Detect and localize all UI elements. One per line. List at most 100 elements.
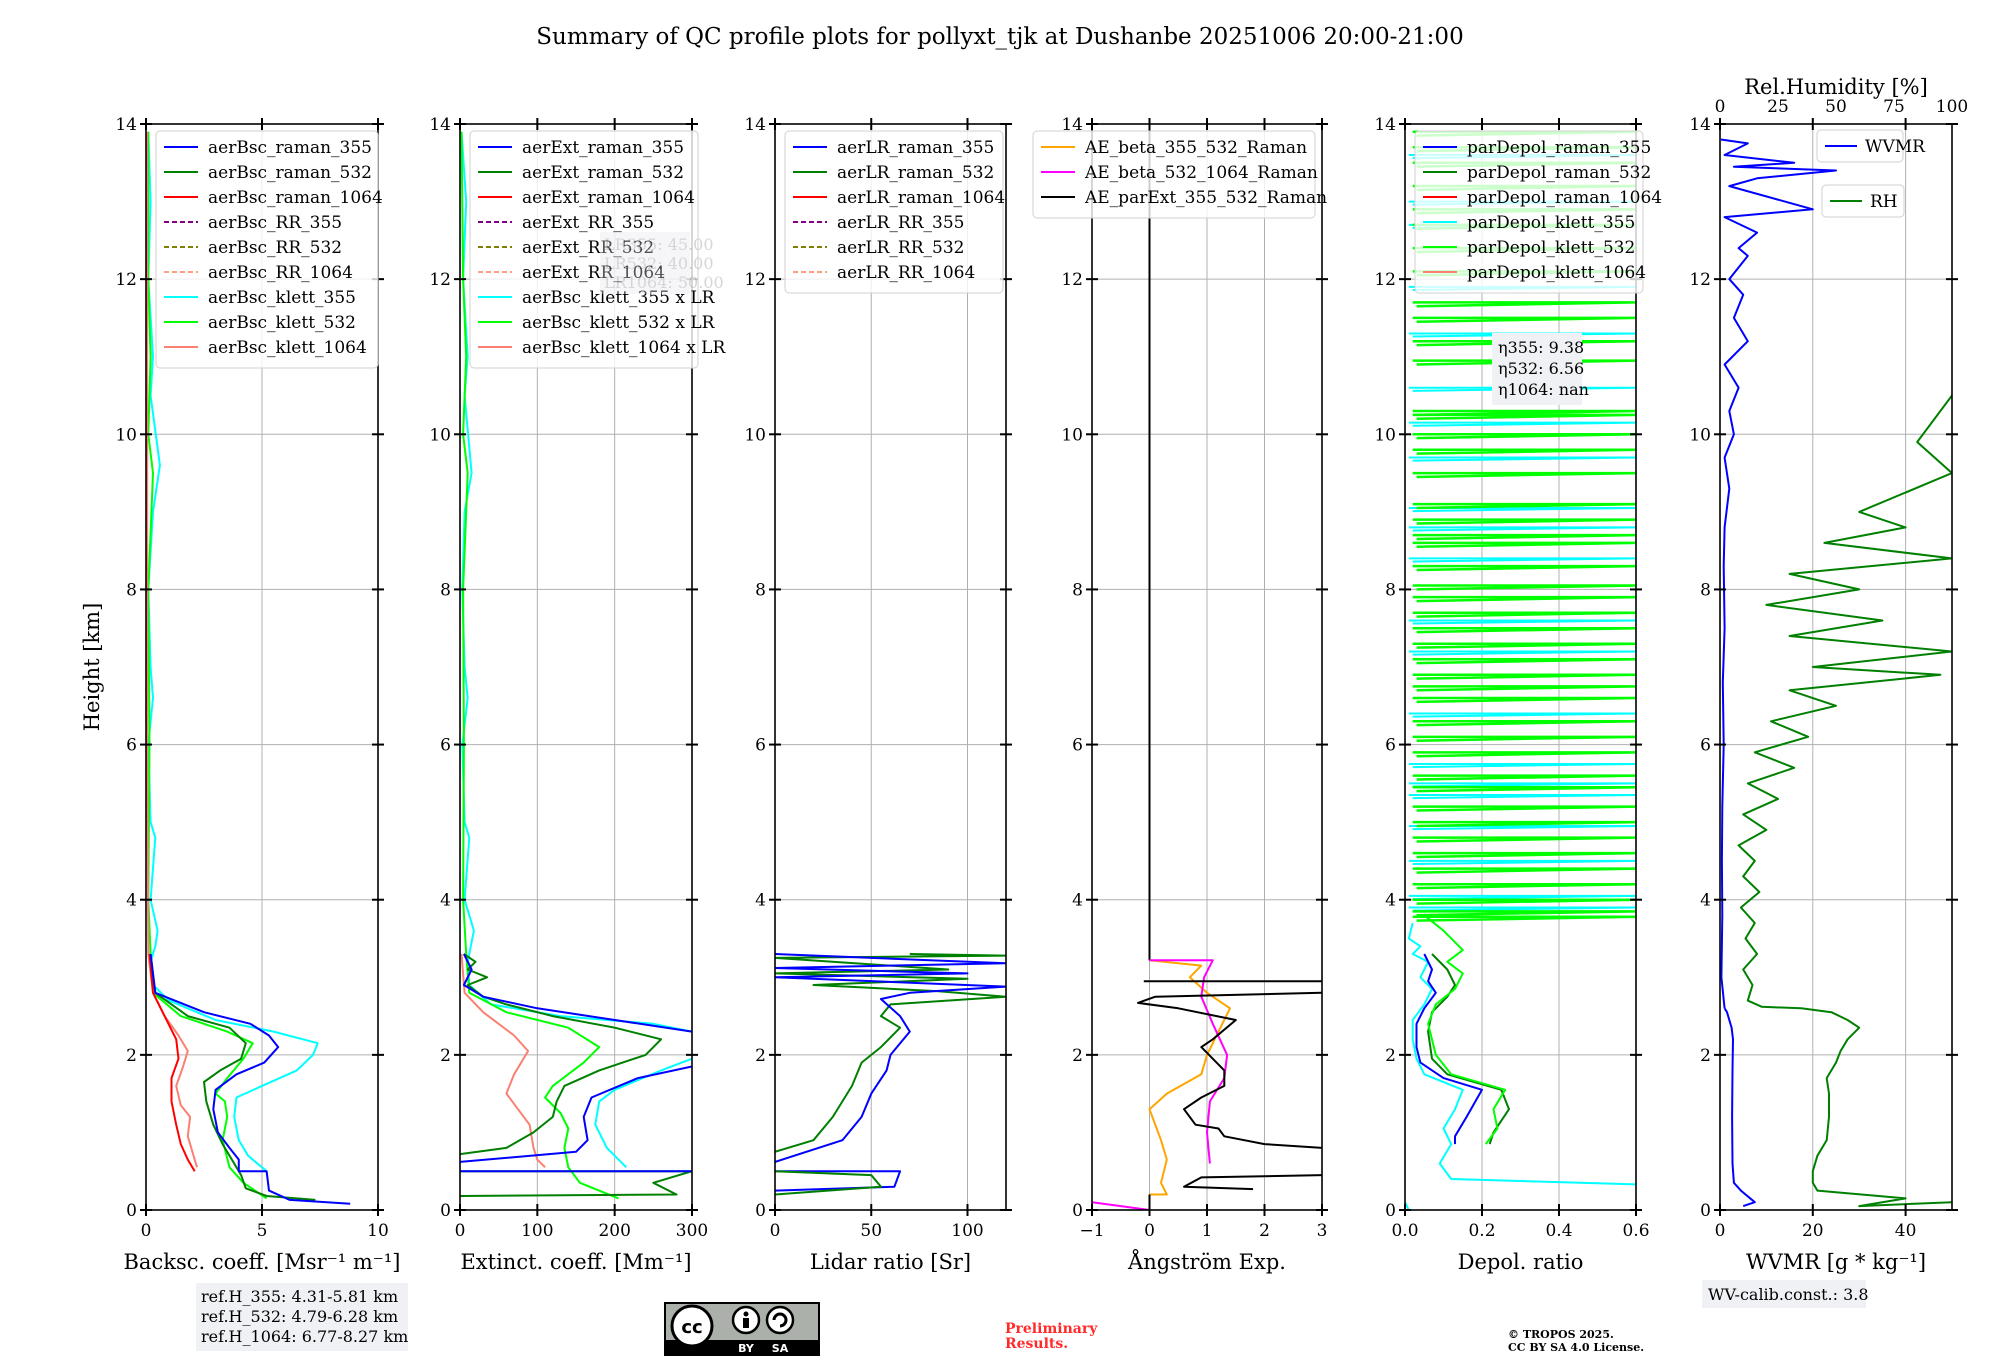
series-aerExt_raman_532 [460,953,663,1156]
series-parDepol_klett_532-spike [1412,910,1636,917]
wv-calibration-box: WV-calib.const.: 3.8 [1702,1280,1869,1308]
share-alike-icon-arc [772,1312,788,1328]
legend-label: aerLR_RR_1064 [837,263,975,283]
legend-label: aerLR_raman_1064 [837,188,1005,208]
y-tick-label: 8 [1072,580,1083,600]
y-tick-label: 0 [755,1201,766,1221]
y-tick-label: 10 [1061,425,1083,445]
legend-label: aerBsc_klett_1064 [208,338,367,358]
x-tick-label: 0.2 [1468,1221,1495,1241]
series-aerExt_raman_355-low- [460,1065,692,1163]
data-layer [1092,124,1322,1210]
preliminary-text-line1: Preliminary [1005,1321,1098,1337]
eta-box: η355: 9.38 η532: 6.56 η1064: nan [1492,333,1589,405]
y-tick-label: 6 [1700,736,1711,756]
series-AE_beta_532_1064_Raman-bottom- [1092,1201,1150,1210]
series-parDepol_klett_532-spike [1412,301,1636,308]
lidar-ratio-value: LR532: 40.00 [604,254,714,273]
series-parDepol_klett_355-spike [1408,793,1636,800]
series-parDepol_klett_355-spike [1408,650,1636,656]
series-aerBsc_raman_355 [149,953,351,1205]
series-parDepol_klett_355-spike [1408,859,1636,866]
legend-frame [1032,130,1316,219]
x-tick-label: 1 [1202,1221,1213,1241]
series-parDepol_klett_532 [1423,914,1507,1145]
y-tick-label: 8 [1700,580,1711,600]
series-parDepol_klett_532-spike [1412,359,1636,366]
reference-height-box-bg [196,1283,408,1351]
series-WVMR [1723,1007,1756,1208]
y-tick-label: 10 [1689,425,1711,445]
series-parDepol_klett_532-spike [1412,595,1636,603]
legend-box: WVMR [1816,129,1926,163]
series-AE_parExt_355_532_Raman-mid- [1137,991,1322,1149]
panel-depol: 0 2 4 6 8 10 12 14 0.0 0.2 0.4 0.6 Depol. ratio parDe… [1374,115,1662,1274]
y-tick-label: 4 [440,891,451,911]
x-tick-label: 20 [1802,1221,1824,1241]
cc-by-label: BY [738,1342,755,1355]
x2-tick-label: 50 [1825,97,1847,117]
x-tick-label: 100 [521,1221,553,1241]
legend-label: AE_parExt_355_532_Raman [1084,188,1327,208]
series-aerBsc_klett_355-x-LR-low- [594,1057,692,1169]
series-parDepol_klett_532-spike [1412,657,1636,665]
series-aerBsc_raman_532 [149,953,316,1201]
copyright-line2: CC BY SA 4.0 License. [1508,1341,1644,1354]
series-parDepol_klett_532-spike [1412,448,1636,455]
legend-label: aerExt_RR_355 [522,213,654,233]
cc-license-badge: cc BY SA [664,1302,820,1356]
axes-frame [774,123,1007,1211]
legend-label: aerBsc_raman_355 [208,138,372,158]
y-tick-label: 2 [755,1046,766,1066]
y-tick-label: 4 [755,891,766,911]
x-tick-label: 100 [951,1221,983,1241]
y-tick-label: 0 [1700,1201,1711,1221]
x-axis-label: WVMR [g * kg⁻¹] [1746,1250,1926,1274]
y-tick-label: 14 [1689,115,1711,135]
y-tick-label: 8 [755,580,766,600]
data-layer [775,953,1006,1196]
series-parDepol_klett_532-spike [1412,851,1636,859]
reference-height-value: ref.H_355: 4.31-5.81 km [201,1287,398,1306]
x-tick-label: 0 [455,1221,466,1241]
legend-box: RH [1821,184,1905,218]
x-tick-label: 0 [770,1221,781,1241]
series-parDepol_klett_355-spike [1408,712,1636,718]
y-tick-label: 14 [1061,115,1083,135]
series-AE_beta_532_1064_Raman [1149,959,1229,1164]
y-tick-label: 4 [1385,891,1396,911]
legend-label: aerBsc_klett_355 [208,288,356,308]
x-tick-label: 200 [598,1221,630,1241]
series-aerLR_raman_532 [775,953,1006,1153]
series-aerBsc_klett_355 [147,131,319,1172]
series-parDepol_klett_532-spike [1412,339,1636,347]
x-tick-label: 0 [1715,1221,1726,1241]
legend-label: aerExt_raman_1064 [522,188,695,208]
legend-frame [155,130,379,369]
series-RH [1737,394,1952,1208]
x-tick-label: 0 [1144,1221,1155,1241]
series-aerLR_raman_355-low- [775,1170,902,1192]
y-tick-label: 10 [744,425,766,445]
series-parDepol_klett_532-spike [1412,541,1636,549]
series-parDepol_klett_532-spike [1412,642,1636,649]
legend: aerLR_raman_355 aerLR_raman_532 aerLR_rama… [784,130,1005,294]
y-tick-label: 14 [1374,115,1396,135]
legend-label: AE_beta_355_532_Raman [1084,138,1307,158]
legend-label: aerBsc_raman_532 [208,163,372,183]
y-tick-label: 0 [440,1201,451,1221]
y-tick-label: 12 [1061,270,1083,290]
y-tick-label: 2 [440,1046,451,1066]
y-tick-label: 12 [744,270,766,290]
x-tick-label: 300 [676,1221,708,1241]
y-tick-label: 10 [1374,425,1396,445]
series-parDepol_raman_532 [1427,953,1510,1145]
x2-tick-label: 100 [1936,97,1968,117]
series-parDepol_klett_532-spike [1412,564,1636,572]
series-parDepol_klett_532-spike [1412,471,1636,479]
legend-label: aerLR_raman_532 [837,163,994,183]
series-parDepol_klett_532-spike [1412,867,1636,874]
data-layer [146,131,351,1205]
series-parDepol_klett_532-spike [1412,898,1636,905]
